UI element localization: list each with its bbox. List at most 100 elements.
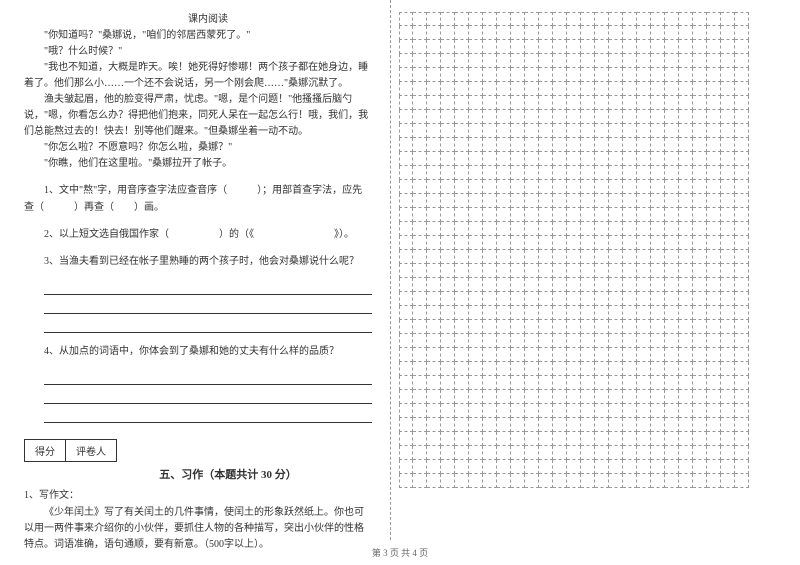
grid-cell[interactable] (623, 138, 637, 152)
grid-cell[interactable] (581, 236, 595, 250)
grid-cell[interactable] (581, 446, 595, 460)
grid-cell[interactable] (511, 40, 525, 54)
grid-cell[interactable] (721, 334, 735, 348)
grid-cell[interactable] (525, 152, 539, 166)
grid-cell[interactable] (525, 12, 539, 26)
grid-cell[interactable] (567, 306, 581, 320)
grid-cell[interactable] (455, 236, 469, 250)
grid-cell[interactable] (399, 138, 413, 152)
grid-cell[interactable] (413, 334, 427, 348)
grid-cell[interactable] (735, 320, 749, 334)
grid-cell[interactable] (665, 376, 679, 390)
grid-cell[interactable] (595, 306, 609, 320)
grid-cell[interactable] (707, 54, 721, 68)
grid-cell[interactable] (609, 152, 623, 166)
grid-cell[interactable] (721, 96, 735, 110)
grid-cell[interactable] (511, 460, 525, 474)
grid-cell[interactable] (511, 320, 525, 334)
grid-cell[interactable] (721, 12, 735, 26)
grid-cell[interactable] (567, 166, 581, 180)
grid-cell[interactable] (623, 194, 637, 208)
grid-cell[interactable] (595, 432, 609, 446)
grid-cell[interactable] (399, 208, 413, 222)
grid-cell[interactable] (511, 222, 525, 236)
grid-cell[interactable] (595, 82, 609, 96)
grid-cell[interactable] (427, 124, 441, 138)
grid-cell[interactable] (721, 278, 735, 292)
grid-cell[interactable] (427, 222, 441, 236)
grid-cell[interactable] (721, 222, 735, 236)
grid-cell[interactable] (665, 404, 679, 418)
grid-cell[interactable] (595, 222, 609, 236)
grid-cell[interactable] (637, 222, 651, 236)
grid-cell[interactable] (469, 278, 483, 292)
grid-cell[interactable] (623, 222, 637, 236)
grid-cell[interactable] (427, 138, 441, 152)
grid-cell[interactable] (553, 334, 567, 348)
grid-cell[interactable] (441, 180, 455, 194)
grid-cell[interactable] (665, 208, 679, 222)
grid-cell[interactable] (553, 110, 567, 124)
grid-cell[interactable] (595, 348, 609, 362)
grid-cell[interactable] (581, 390, 595, 404)
writing-grid[interactable] (399, 12, 770, 488)
grid-cell[interactable] (637, 250, 651, 264)
grid-cell[interactable] (665, 222, 679, 236)
grid-cell[interactable] (735, 12, 749, 26)
grid-cell[interactable] (581, 82, 595, 96)
grid-cell[interactable] (735, 362, 749, 376)
grid-cell[interactable] (665, 418, 679, 432)
grid-cell[interactable] (427, 292, 441, 306)
grid-cell[interactable] (665, 40, 679, 54)
grid-cell[interactable] (553, 12, 567, 26)
grid-cell[interactable] (693, 96, 707, 110)
grid-cell[interactable] (539, 404, 553, 418)
grid-cell[interactable] (469, 362, 483, 376)
grid-cell[interactable] (581, 124, 595, 138)
grid-cell[interactable] (581, 96, 595, 110)
grid-cell[interactable] (413, 110, 427, 124)
grid-cell[interactable] (693, 348, 707, 362)
grid-cell[interactable] (427, 250, 441, 264)
grid-cell[interactable] (623, 250, 637, 264)
grid-cell[interactable] (525, 110, 539, 124)
grid-cell[interactable] (441, 376, 455, 390)
answer-line[interactable] (44, 318, 372, 333)
grid-cell[interactable] (567, 222, 581, 236)
grid-cell[interactable] (623, 376, 637, 390)
grid-cell[interactable] (721, 376, 735, 390)
grid-cell[interactable] (469, 194, 483, 208)
grid-cell[interactable] (595, 390, 609, 404)
grid-cell[interactable] (651, 292, 665, 306)
grid-cell[interactable] (651, 474, 665, 488)
grid-cell[interactable] (511, 418, 525, 432)
grid-cell[interactable] (553, 432, 567, 446)
grid-cell[interactable] (483, 404, 497, 418)
grid-cell[interactable] (497, 12, 511, 26)
grid-cell[interactable] (399, 250, 413, 264)
grid-cell[interactable] (441, 12, 455, 26)
grid-cell[interactable] (483, 418, 497, 432)
grid-cell[interactable] (413, 404, 427, 418)
grid-cell[interactable] (441, 292, 455, 306)
grid-cell[interactable] (553, 152, 567, 166)
grid-cell[interactable] (665, 432, 679, 446)
grid-cell[interactable] (665, 474, 679, 488)
grid-cell[interactable] (441, 152, 455, 166)
grid-cell[interactable] (483, 474, 497, 488)
grid-cell[interactable] (497, 292, 511, 306)
grid-cell[interactable] (539, 320, 553, 334)
grid-cell[interactable] (525, 68, 539, 82)
grid-cell[interactable] (413, 418, 427, 432)
grid-cell[interactable] (637, 82, 651, 96)
grid-cell[interactable] (665, 124, 679, 138)
grid-cell[interactable] (427, 12, 441, 26)
grid-cell[interactable] (637, 460, 651, 474)
grid-cell[interactable] (581, 222, 595, 236)
grid-cell[interactable] (595, 166, 609, 180)
grid-cell[interactable] (427, 376, 441, 390)
grid-cell[interactable] (469, 320, 483, 334)
grid-cell[interactable] (665, 320, 679, 334)
grid-cell[interactable] (735, 474, 749, 488)
grid-cell[interactable] (609, 250, 623, 264)
